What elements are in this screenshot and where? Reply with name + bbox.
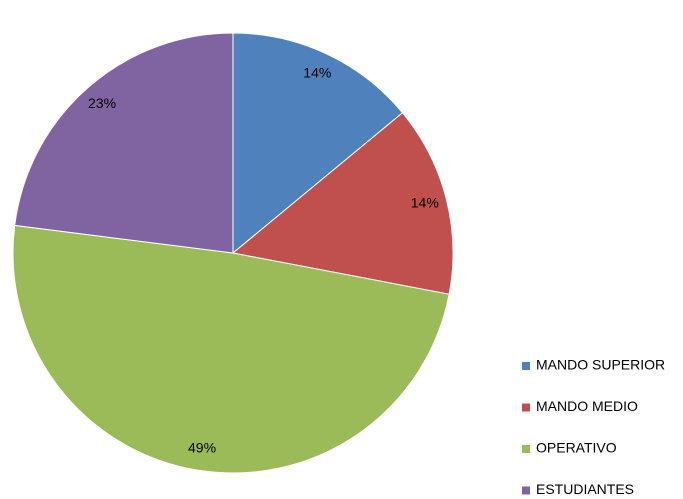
legend-swatch: [522, 362, 530, 370]
data-label: 23%: [88, 95, 116, 111]
data-label: 14%: [303, 65, 331, 81]
legend-swatch: [522, 445, 530, 453]
legend-label: OPERATIVO: [536, 440, 617, 456]
legend-swatch: [522, 486, 530, 495]
data-label: 14%: [411, 194, 439, 210]
pie-slice: [231, 112, 454, 295]
pie-slice: [14, 32, 234, 254]
data-label: 49%: [188, 439, 216, 455]
legend-label: ESTUDIANTES: [536, 481, 634, 497]
pie-slice: [12, 224, 450, 474]
legend-label: MANDO SUPERIOR: [536, 357, 665, 373]
pie-slice: [232, 32, 404, 255]
legend-label: MANDO MEDIO: [536, 398, 638, 414]
legend-swatch: [522, 403, 530, 412]
